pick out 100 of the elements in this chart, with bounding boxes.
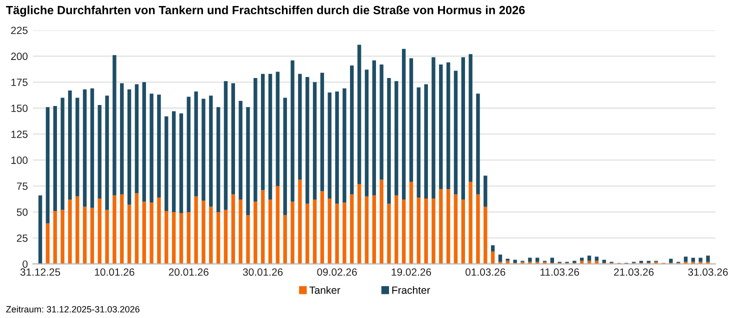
bar [98, 105, 102, 198]
bar [231, 83, 236, 194]
bar [432, 198, 436, 264]
y-tick-label: 175 [11, 78, 28, 86]
bar [342, 202, 346, 264]
bar [528, 258, 532, 262]
bar [335, 204, 339, 264]
bar [268, 200, 272, 264]
bar [82, 206, 87, 264]
bar [53, 106, 57, 211]
y-tick-label: 225 [11, 26, 28, 34]
bar [157, 94, 161, 198]
bar [380, 64, 384, 180]
bar [312, 82, 317, 200]
bar [105, 96, 109, 210]
bar [387, 78, 391, 204]
bar [120, 83, 124, 194]
bar [98, 198, 102, 264]
x-tick-label: 21.03.26 [614, 268, 654, 276]
bar [372, 60, 376, 196]
bar [587, 256, 592, 261]
bar [246, 107, 250, 216]
bar [380, 180, 384, 264]
chart-title: Tägliche Durchfahrten von Tankern und Frachtschiffen durch die Straße von Hormus in 2026 [6, 6, 525, 17]
x-tick-label: 10.01.26 [94, 268, 134, 276]
bar [164, 116, 168, 211]
bar [179, 213, 184, 264]
bar [216, 212, 220, 264]
bar [402, 48, 406, 200]
bar [364, 70, 369, 196]
bar [238, 100, 242, 200]
legend-label: Frachter [392, 286, 430, 294]
bar [216, 107, 220, 212]
text: Zeitraum: 31.12.2025-31.03.2026 [6, 306, 140, 312]
bar [468, 182, 472, 264]
bar [320, 72, 324, 192]
bar [669, 258, 673, 263]
bar [290, 60, 294, 202]
bar [416, 197, 420, 264]
bar [53, 210, 57, 264]
bar [194, 92, 198, 196]
bar [446, 62, 450, 190]
x-tick-label: 20.01.26 [168, 268, 208, 276]
bar [172, 111, 176, 212]
bar [112, 55, 116, 196]
bar [186, 212, 191, 264]
bar [490, 251, 495, 264]
bar [68, 90, 72, 200]
bar [38, 195, 42, 264]
bar [260, 74, 265, 190]
bar [283, 98, 287, 216]
bar [580, 258, 584, 261]
bar [476, 194, 480, 264]
bar [134, 84, 139, 194]
bar [461, 200, 466, 264]
bar [357, 184, 362, 264]
bar [276, 72, 280, 186]
bar [320, 191, 324, 264]
bar [350, 66, 354, 194]
bar [238, 200, 242, 264]
bar [142, 202, 146, 264]
x-tick-label: 09.02.26 [317, 268, 357, 276]
bar [461, 57, 466, 200]
bar [498, 254, 502, 262]
y-tick-label: 75 [16, 182, 28, 190]
bar [394, 195, 398, 264]
bar [246, 215, 250, 264]
bar [335, 92, 339, 204]
bar [468, 54, 472, 182]
y-tick-label: 25 [16, 234, 28, 242]
bar [60, 210, 64, 264]
bar [484, 206, 488, 264]
bar [46, 223, 50, 264]
bar [209, 96, 213, 207]
bar [350, 194, 354, 264]
bar [186, 96, 191, 212]
bar [409, 182, 414, 264]
bar [76, 196, 80, 264]
bar [105, 210, 109, 264]
bar [224, 81, 228, 210]
bar [535, 258, 540, 262]
bar [342, 88, 346, 203]
bar [268, 74, 272, 200]
bar [328, 92, 332, 198]
bar [550, 258, 554, 263]
bar [476, 94, 480, 194]
bar [179, 113, 184, 214]
bar [416, 87, 420, 198]
bar [150, 202, 154, 264]
bar [90, 208, 94, 264]
bar [172, 212, 176, 264]
bar [439, 189, 443, 264]
bar [432, 57, 436, 198]
bar [76, 98, 80, 196]
bar [142, 82, 146, 202]
x-tick-label: 31.12.25 [20, 268, 60, 276]
bar [90, 88, 94, 208]
bar [194, 196, 198, 264]
bar [513, 260, 517, 263]
bar [387, 204, 391, 264]
